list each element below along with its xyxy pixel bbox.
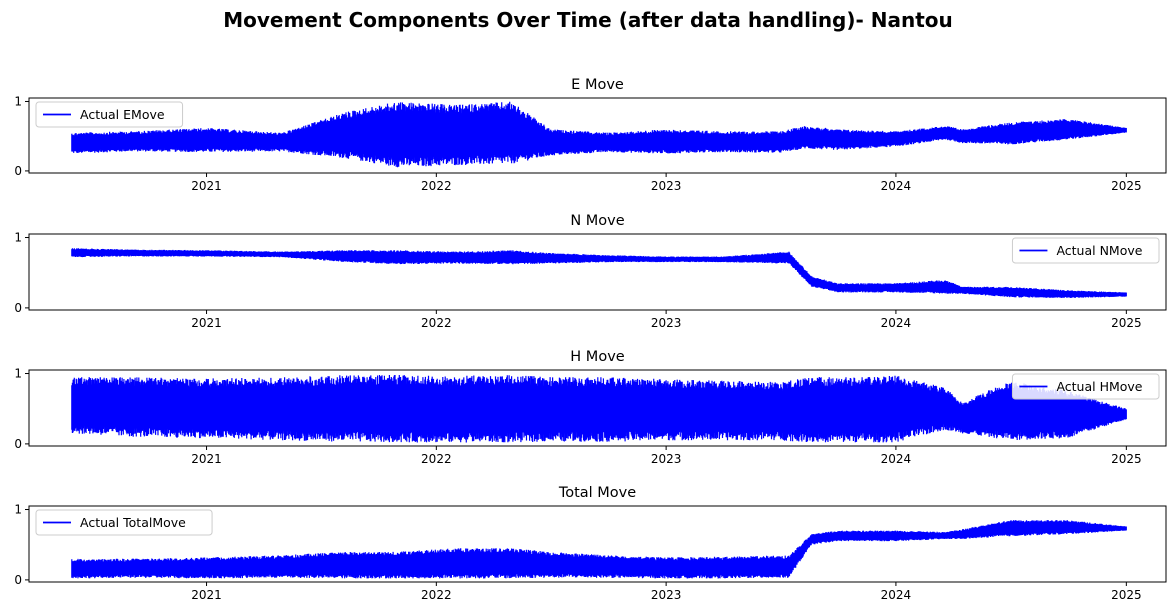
y-tick-label: 1 xyxy=(14,503,22,517)
series-line xyxy=(71,374,1127,443)
y-tick-label: 1 xyxy=(14,231,22,245)
legend-box xyxy=(1011,373,1160,400)
legend: Actual EMove xyxy=(35,101,184,128)
x-tick-label: 2023 xyxy=(651,588,682,602)
chart-panel-2: N Move 2021 2022 2023 2024 2025 0 1 Actual NMove xyxy=(14,213,1167,330)
y-tick-label: 0 xyxy=(14,301,22,315)
legend-label: Actual NMove xyxy=(1056,243,1142,258)
series-line xyxy=(71,520,1127,579)
chart-title: Total Move xyxy=(558,485,636,501)
chart-panel-1: E Move 2021 2022 2023 2024 2025 0 1 Actual EMove xyxy=(14,77,1167,193)
legend-box xyxy=(1011,237,1160,264)
x-tick-label: 2021 xyxy=(191,588,222,602)
x-tick-label: 2025 xyxy=(1111,452,1142,466)
legend-label: Actual HMove xyxy=(1056,379,1142,394)
x-tick-label: 2023 xyxy=(651,179,682,193)
x-tick-label: 2021 xyxy=(191,316,222,330)
x-tick-label: 2024 xyxy=(881,316,912,330)
axes-frame xyxy=(28,233,1167,311)
x-tick-label: 2022 xyxy=(421,452,452,466)
series-line xyxy=(71,101,1127,168)
x-tick-label: 2023 xyxy=(651,452,682,466)
legend-box xyxy=(35,101,184,128)
chart-panel-4: Total Move 2021 2022 2023 2024 2025 0 1 Actual T… xyxy=(14,485,1167,602)
legend: Actual HMove xyxy=(1011,373,1160,400)
chart-panel-3: H Move 2021 2022 2023 2024 2025 0 1 Actual HMove xyxy=(14,349,1167,466)
y-tick-label: 0 xyxy=(14,573,22,587)
x-tick-label: 2024 xyxy=(881,588,912,602)
x-tick-label: 2025 xyxy=(1111,316,1142,330)
y-tick-label: 1 xyxy=(14,367,22,381)
x-tick-label: 2022 xyxy=(421,588,452,602)
legend: Actual NMove xyxy=(1011,237,1160,264)
x-tick-label: 2025 xyxy=(1111,588,1142,602)
axes-frame xyxy=(28,369,1167,447)
legend: Actual TotalMove xyxy=(35,509,213,536)
x-tick-label: 2024 xyxy=(881,179,912,193)
legend-label: Actual EMove xyxy=(80,107,165,122)
x-tick-label: 2025 xyxy=(1111,179,1142,193)
x-tick-label: 2024 xyxy=(881,452,912,466)
chart-title: H Move xyxy=(570,349,624,365)
axes-frame xyxy=(28,505,1167,583)
y-tick-label: 0 xyxy=(14,437,22,451)
y-tick-label: 0 xyxy=(14,164,22,178)
chart-title: N Move xyxy=(570,213,624,229)
x-tick-label: 2021 xyxy=(191,452,222,466)
legend-box xyxy=(35,509,213,536)
x-tick-label: 2022 xyxy=(421,179,452,193)
x-tick-label: 2021 xyxy=(191,179,222,193)
x-tick-label: 2022 xyxy=(421,316,452,330)
y-tick-label: 1 xyxy=(14,94,22,108)
axes-frame xyxy=(28,97,1167,174)
x-tick-label: 2023 xyxy=(651,316,682,330)
legend-label: Actual TotalMove xyxy=(80,515,186,530)
figure-title: Movement Components Over Time (after dat… xyxy=(223,8,953,32)
chart-title: E Move xyxy=(571,77,624,93)
series-line xyxy=(71,248,1127,299)
